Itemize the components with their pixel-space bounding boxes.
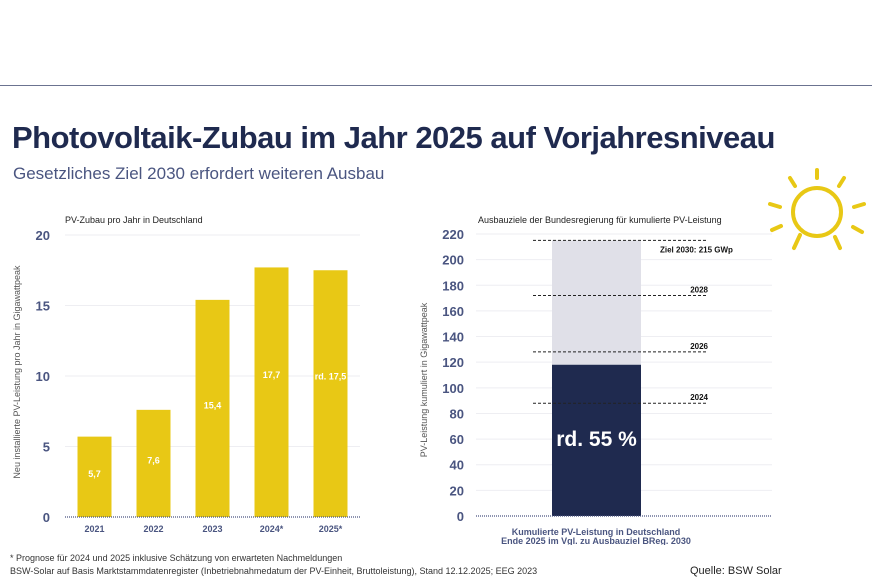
y-tick-label: 10	[36, 369, 50, 384]
target-bar	[552, 240, 641, 365]
annual-chart: PV-Zubau pro Jahr in Deutschland Neu ins…	[12, 215, 360, 534]
target-label: 2026	[690, 342, 708, 351]
cumulative-chart: Ausbauziele der Bundesregierung für kumu…	[420, 215, 772, 545]
chart-title: Ausbauziele der Bundesregierung für kumu…	[478, 215, 722, 225]
data-label: 5,7	[88, 469, 101, 479]
footnote: * Prognose für 2024 und 2025 inklusive S…	[10, 553, 343, 563]
y-tick-label: 40	[450, 458, 464, 473]
target-label: 2028	[690, 286, 708, 295]
x-tick-label: 2023	[202, 524, 222, 534]
bar-label: rd. 55 %	[556, 428, 637, 451]
achieved-bar	[552, 364, 641, 516]
target-label: 2024	[690, 393, 708, 402]
bar	[77, 436, 112, 517]
source: Quelle: BSW Solar	[690, 565, 782, 577]
x-axis-label-2: Ende 2025 im Vgl. zu Ausbauziel BReg. 20…	[501, 536, 691, 545]
x-tick-label: 2022	[143, 524, 163, 534]
y-tick-label: 60	[450, 432, 464, 447]
y-tick-label: 20	[450, 483, 464, 498]
y-tick-label: 220	[442, 227, 464, 242]
data-label: 17,7	[263, 370, 281, 380]
y-tick-label: 20	[36, 228, 50, 243]
y-tick-label: 160	[442, 304, 464, 319]
data-label: 7,6	[147, 455, 160, 465]
page-title: Photovoltaik-Zubau im Jahr 2025 auf Vorj…	[12, 120, 775, 155]
y-tick-label: 180	[442, 278, 464, 293]
source-note: BSW-Solar auf Basis Marktstammdatenregis…	[10, 566, 538, 576]
y-tick-label: 100	[442, 381, 464, 396]
y-tick-label: 120	[442, 355, 464, 370]
chart-title: PV-Zubau pro Jahr in Deutschland	[65, 215, 203, 225]
y-tick-label: 15	[36, 299, 50, 314]
page-subtitle: Gesetzliches Ziel 2030 erfordert weitere…	[13, 164, 385, 183]
y-tick-label: 140	[442, 330, 464, 345]
x-axis-label: Kumulierte PV-Leistung in Deutschland	[512, 527, 681, 537]
y-tick-label: 200	[442, 253, 464, 268]
x-tick-label: 2021	[84, 524, 104, 534]
y-tick-label: 80	[450, 406, 464, 421]
y-axis-label: PV-Leistung kumuliert in Gigawattpeak	[420, 302, 429, 457]
y-tick-label: 0	[457, 509, 464, 524]
x-tick-label: 2025*	[319, 524, 343, 534]
target-label: Ziel 2030: 215 GWp	[660, 245, 733, 254]
bar	[313, 270, 348, 517]
sun-icon	[768, 168, 866, 250]
y-tick-label: 5	[43, 440, 50, 455]
data-label: rd. 17,5	[315, 372, 347, 382]
divider	[0, 85, 872, 86]
bar	[254, 267, 289, 517]
data-label: 15,4	[204, 400, 222, 410]
x-tick-label: 2024*	[260, 524, 284, 534]
y-axis-label: Neu installierte PV-Leistung pro Jahr in…	[12, 265, 22, 479]
y-tick-label: 0	[43, 510, 50, 525]
bar	[195, 299, 230, 517]
bar	[136, 409, 171, 517]
